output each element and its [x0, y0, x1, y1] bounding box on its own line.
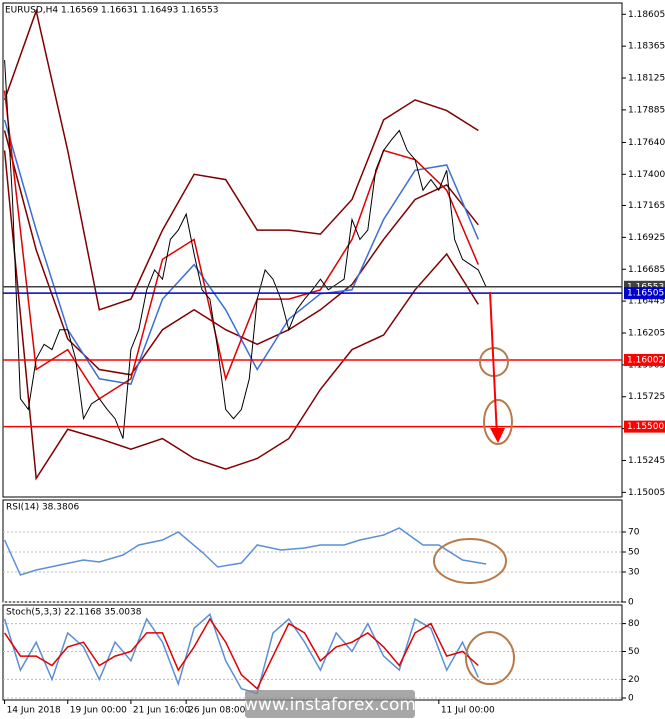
rsi-panel	[2, 499, 623, 603]
series-line	[3, 527, 487, 576]
y-tick-label: 1.16205	[628, 328, 665, 338]
y-tick-label: 30	[628, 568, 640, 578]
circle	[483, 399, 513, 445]
y-tick-label: 1.16925	[628, 233, 665, 243]
y-tick-label: 70	[628, 528, 640, 538]
y-tick-label: 50	[628, 548, 640, 558]
stoch-title: Stoch(5,3,3) 22.1168 35.0038	[6, 608, 142, 618]
series-line	[3, 617, 479, 690]
series-line	[3, 612, 479, 695]
rsi-title: RSI(14) 38.3806	[6, 503, 79, 513]
arrow	[489, 291, 505, 443]
series-line	[3, 90, 479, 400]
y-tick-label: 0	[628, 598, 634, 608]
watermark: www.instaforex.com	[244, 695, 416, 715]
level-label: 1.16505	[627, 289, 664, 299]
level-label-box	[624, 420, 665, 433]
y-tick-label: 0	[628, 694, 634, 704]
x-tick-label: 26 Jun 08:00	[188, 706, 245, 716]
series-line	[3, 8, 479, 311]
y-tick-label: 1.18125	[628, 74, 665, 84]
plots: 1.18605 1.18365 1.18125 1.17885 1.17640 1.174…	[3, 8, 665, 716]
arrow-head	[490, 428, 505, 443]
series-line	[4, 60, 487, 439]
y-tick-label: 50	[628, 647, 640, 657]
y-tick-label: 1.15725	[628, 392, 665, 402]
main-panel	[2, 2, 623, 498]
stoch-panel	[2, 604, 623, 701]
level-label-box	[624, 287, 665, 300]
watermark-box	[245, 690, 415, 718]
y-tick-label: 1.16445	[628, 297, 665, 307]
y-tick-label: 1.15245	[628, 456, 665, 466]
y-tick-label: 1.17165	[628, 201, 665, 211]
level-label: 1.16002	[627, 355, 664, 365]
circle	[465, 631, 515, 685]
y-tick-label: 1.18605	[628, 10, 665, 20]
y-tick-label: 1.17640	[628, 138, 665, 148]
series-line	[3, 150, 479, 481]
y-tick-label: 1.17885	[628, 105, 665, 115]
level-label-box	[624, 353, 665, 366]
annotations	[433, 347, 515, 685]
x-tick-label: 19 Jun 00:00	[70, 706, 127, 716]
x-tick-label: 11 Jul 00:00	[441, 706, 495, 716]
y-tick-label: 1.17400	[628, 170, 665, 180]
level-label: 1.15500	[627, 422, 664, 432]
circle	[433, 538, 507, 584]
arrow-shaft	[489, 291, 498, 437]
y-tick-label: 1.15005	[628, 488, 665, 498]
y-tick-label: 1.18365	[628, 42, 665, 52]
series-line	[3, 119, 479, 385]
x-tick-label: 21 Jun 16:00	[133, 706, 190, 716]
x-tick-label: 14 Jun 2018	[7, 706, 61, 716]
main-title: EURUSD,H4 1.16569 1.16631 1.16493 1.1655…	[5, 6, 218, 16]
y-tick-label: 80	[628, 619, 640, 629]
y-tick-label: 1.16685	[628, 265, 665, 275]
y-tick-label: 20	[628, 675, 640, 685]
